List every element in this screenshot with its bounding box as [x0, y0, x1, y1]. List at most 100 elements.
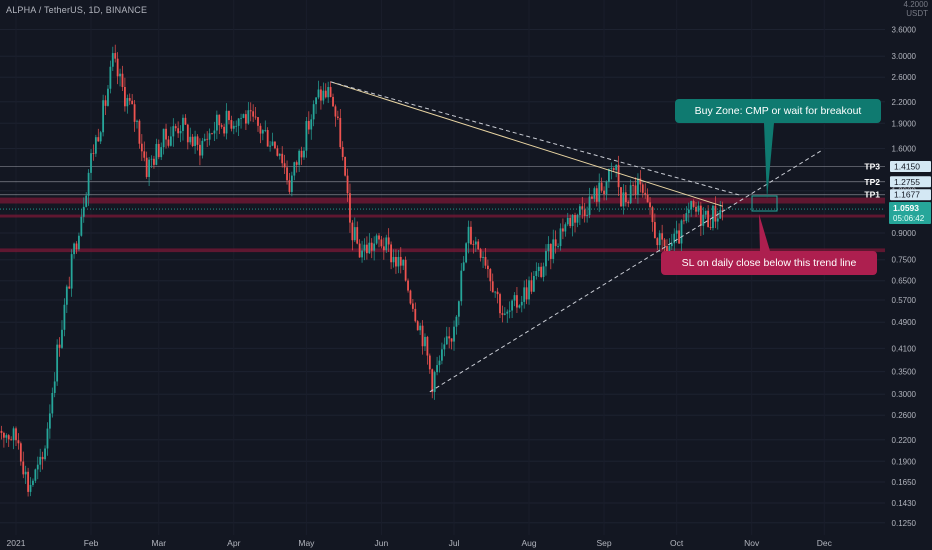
candle-body — [133, 104, 136, 122]
candle-137 — [327, 81, 330, 103]
candle-19 — [41, 451, 44, 470]
candle-181 — [433, 370, 436, 400]
candle-body — [194, 136, 196, 147]
candle-152 — [363, 238, 366, 261]
candle-235 — [564, 222, 567, 237]
candle-38 — [87, 169, 90, 206]
candle-body — [416, 321, 419, 331]
candle-193 — [462, 256, 465, 272]
candle-body — [474, 241, 477, 245]
candle-82 — [194, 130, 196, 154]
candle-118 — [281, 146, 284, 168]
breakout-box — [751, 195, 778, 212]
candle-218 — [523, 280, 526, 309]
candle-53 — [124, 77, 126, 112]
candle-103 — [245, 110, 247, 131]
y-tick-label-5: 1.6000 — [892, 145, 917, 154]
candle-237 — [569, 214, 572, 229]
candle-body — [281, 153, 284, 164]
x-tick-label-11: Dec — [817, 538, 833, 548]
candle-287 — [690, 200, 693, 217]
candles-group — [0, 44, 724, 497]
candle-95 — [225, 103, 228, 140]
candle-body — [150, 158, 153, 160]
y-tick-label-1: 3.0000 — [892, 52, 917, 61]
candle-17 — [36, 456, 39, 480]
candle-88 — [208, 128, 211, 146]
candle-body — [646, 194, 649, 203]
candle-body — [19, 443, 22, 462]
candle-132 — [315, 97, 317, 114]
candle-76 — [179, 125, 182, 143]
candle-body — [68, 286, 71, 289]
candle-body — [610, 168, 613, 169]
candle-body — [557, 246, 559, 247]
candle-168 — [402, 259, 405, 271]
candle-25 — [56, 339, 59, 386]
candle-body — [431, 369, 434, 393]
candle-97 — [230, 115, 233, 132]
candle-body — [78, 235, 80, 250]
candle-210 — [503, 307, 506, 316]
candle-body — [603, 190, 605, 195]
candle-294 — [707, 205, 710, 228]
candle-214 — [513, 292, 516, 307]
candle-body — [465, 243, 468, 263]
candle-212 — [508, 301, 511, 319]
candle-147 — [351, 220, 354, 251]
candle-body — [266, 130, 269, 147]
candle-162 — [387, 228, 390, 252]
x-tick-label-2: Mar — [151, 538, 166, 548]
candle-2 — [0, 425, 3, 440]
candle-body — [87, 172, 90, 196]
candle-body — [651, 207, 654, 223]
candle-40 — [92, 144, 95, 161]
candle-90 — [213, 121, 216, 141]
candle-body — [92, 153, 95, 155]
candle-body — [489, 269, 492, 282]
target-name-tp1: TP1 — [864, 190, 880, 200]
candle-206 — [494, 291, 497, 298]
candle-150 — [358, 239, 361, 258]
candle-238 — [571, 214, 574, 237]
candle-body — [34, 469, 37, 481]
candle-body — [10, 439, 13, 441]
candle-body — [119, 73, 121, 77]
buy-callout-pointer — [764, 123, 774, 199]
candle-body — [247, 110, 250, 124]
candle-body — [586, 214, 589, 216]
candle-244 — [586, 206, 589, 223]
candle-142 — [339, 109, 342, 150]
candle-190 — [455, 315, 458, 335]
candle-151 — [361, 240, 363, 263]
candle-body — [441, 349, 443, 361]
candle-174 — [416, 320, 419, 331]
candle-body — [506, 311, 509, 314]
candle-200 — [479, 247, 482, 262]
candle-body — [537, 266, 540, 272]
candle-body — [235, 125, 238, 127]
candle-body — [574, 215, 576, 223]
candle-body — [395, 256, 397, 267]
candle-body — [566, 217, 569, 225]
candle-body — [288, 180, 291, 192]
candle-248 — [595, 185, 598, 207]
y-tick-label-13: 0.3500 — [892, 368, 917, 377]
candle-295 — [709, 219, 712, 230]
candle-126 — [300, 146, 303, 165]
candle-body — [245, 114, 247, 124]
candle-80 — [189, 127, 192, 145]
candle-body — [632, 185, 634, 187]
candle-body — [65, 286, 68, 305]
candle-81 — [191, 134, 194, 148]
candle-136 — [324, 83, 327, 99]
candle-body — [414, 308, 417, 322]
candle-body — [230, 120, 233, 129]
candle-258 — [620, 186, 622, 207]
candle-217 — [520, 295, 523, 313]
candle-body — [617, 164, 620, 188]
candle-12 — [24, 465, 27, 484]
candle-body — [225, 110, 228, 134]
